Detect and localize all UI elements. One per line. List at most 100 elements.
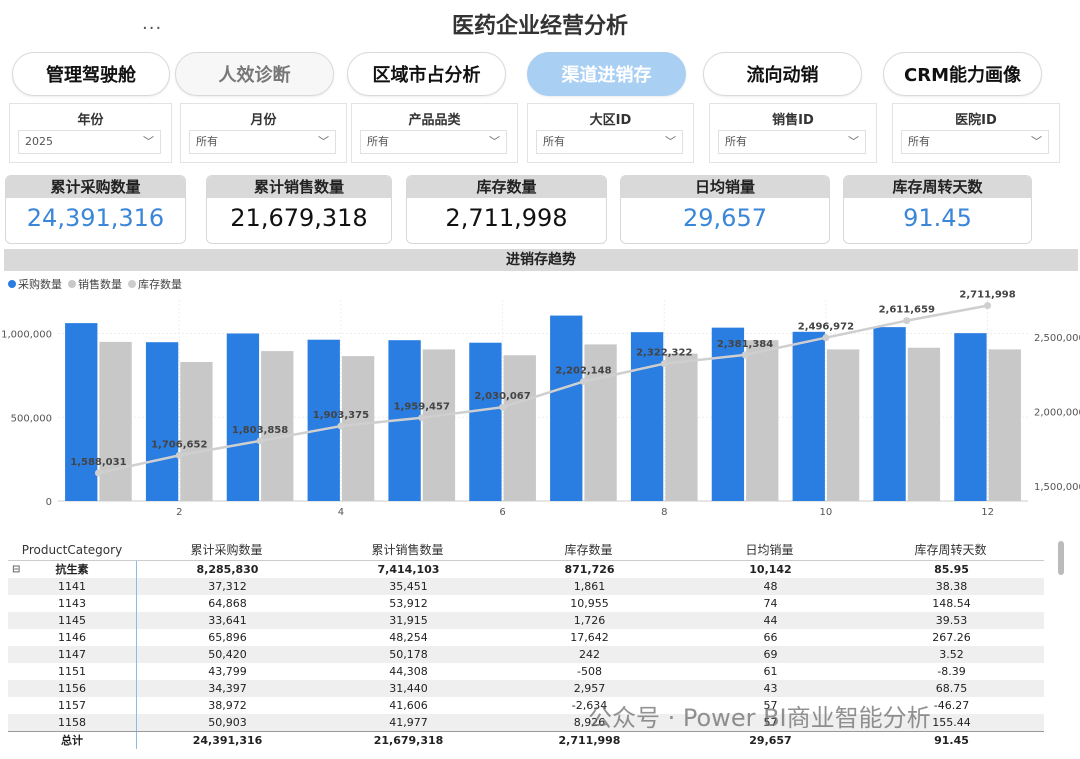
table-cell: 抗生素 ⊟ — [8, 561, 137, 578]
inventory-point — [822, 334, 830, 342]
kpi-value: 24,391,316 — [26, 204, 165, 232]
chevron-down-icon: ﹀ — [848, 135, 859, 148]
table-cell: 50,420 — [208, 648, 247, 661]
tab-5[interactable]: 流向动销 — [703, 52, 862, 96]
filter-dropdown[interactable]: 2025 ﹀ — [18, 130, 161, 154]
bar-sales — [180, 361, 213, 501]
tab-4[interactable]: 渠道进销存 — [527, 52, 686, 96]
filter-1: 年份 2025 ﹀ — [9, 103, 172, 163]
table-cell: 1157 — [8, 697, 137, 714]
bar-sales — [422, 349, 456, 501]
chart-legend: 采购数量 销售数量 库存数量 — [8, 276, 182, 292]
kpi-card-2: 累计销售数量 21,679,318 — [206, 175, 392, 244]
filter-dropdown[interactable]: 所有 ﹀ — [360, 130, 507, 154]
table-cell: 1143 — [8, 595, 137, 612]
tab-6[interactable]: CRM能力画像 — [883, 52, 1042, 96]
table-cell: 8,926 — [573, 716, 606, 729]
table-cell: 累计销售数量 — [371, 543, 444, 557]
filter-4: 大区ID 所有 ﹀ — [527, 103, 694, 163]
table-cell: 53,912 — [389, 597, 428, 610]
inventory-point — [984, 302, 992, 310]
bar-sales — [907, 347, 941, 501]
bar-sales — [584, 344, 617, 501]
kpi-value: 29,657 — [683, 204, 767, 232]
table-cell: 库存数量 — [564, 543, 613, 557]
inventory-point — [579, 378, 587, 386]
kpi-card-3: 库存数量 2,711,998 — [406, 175, 607, 244]
table-cell: 17,642 — [570, 631, 609, 644]
table-cell: 3.52 — [939, 648, 964, 661]
filter-dropdown[interactable]: 所有 ﹀ — [536, 130, 683, 154]
filter-label: 医院ID — [955, 113, 997, 128]
bar-sales — [826, 349, 860, 501]
table-cell: 10,955 — [570, 597, 609, 610]
filter-value: 2025 — [25, 135, 53, 148]
tab-2[interactable]: 人效诊断 — [175, 52, 334, 96]
kpi-label: 库存周转天数 — [844, 176, 1031, 198]
filter-2: 月份 所有 ﹀ — [180, 103, 347, 163]
legend-label: 采购数量 — [18, 278, 62, 291]
table-cell: 50,903 — [208, 716, 247, 729]
table-cell: 日均销量 — [745, 543, 794, 557]
table-cell: 267.26 — [932, 631, 971, 644]
collapse-icon[interactable]: ⊟ — [12, 564, 21, 575]
table-cell: 242 — [579, 648, 600, 661]
table-cell: 累计采购数量 — [190, 543, 263, 557]
filter-5: 销售ID 所有 ﹀ — [709, 103, 877, 163]
x-tick-label: 10 — [820, 507, 833, 518]
filter-value: 所有 — [543, 135, 565, 148]
y-left-tick-label: 1,000,000 — [1, 330, 52, 341]
filter-dropdown[interactable]: 所有 ﹀ — [189, 130, 336, 154]
bar-purchase — [145, 342, 179, 501]
table-total-row: 总计 24,391,316 21,679,318 2,711,998 29,657 91.… — [8, 731, 1044, 749]
table-cell: -8.39 — [937, 665, 966, 678]
inventory-point — [94, 469, 102, 477]
filter-dropdown[interactable]: 所有 ﹀ — [718, 130, 866, 154]
bar-sales — [746, 340, 779, 501]
filter-3: 产品品类 所有 ﹀ — [351, 103, 518, 163]
inventory-data-label: 2,202,148 — [555, 366, 611, 377]
inventory-data-label: 2,611,659 — [879, 305, 935, 316]
legend-marker — [68, 280, 76, 288]
table-cell: 57 — [763, 716, 778, 729]
table-cell: 91.45 — [934, 734, 969, 747]
filter-value: 所有 — [725, 135, 747, 148]
table-row: 1151 43,799 44,308 -508 61 -8.39 — [8, 663, 1044, 680]
table-scrollbar[interactable] — [1058, 541, 1064, 575]
x-tick-label: 12 — [981, 507, 994, 518]
table-group-row: 抗生素 ⊟ 8,285,830 7,414,103 871,726 10,142 85.95 — [8, 561, 1044, 578]
table-cell: 50,178 — [389, 648, 428, 661]
table-cell: -46.27 — [933, 699, 970, 712]
kpi-value: 91.45 — [903, 204, 972, 232]
filter-label: 销售ID — [772, 113, 814, 128]
table-cell: 21,679,318 — [373, 734, 444, 747]
table-row: 1145 33,641 31,915 1,726 44 39.53 — [8, 612, 1044, 629]
tab-3[interactable]: 区域市占分析 — [347, 52, 506, 96]
legend-label: 库存数量 — [138, 278, 182, 291]
table-cell: 1,726 — [573, 614, 606, 627]
kpi-value: 21,679,318 — [230, 204, 368, 232]
bar-purchase — [630, 332, 664, 501]
bar-sales — [988, 349, 1021, 501]
y-left-tick-label: 500,000 — [11, 413, 52, 424]
table-cell: 74 — [763, 597, 778, 610]
table-cell: 85.95 — [934, 563, 969, 576]
table-cell: 57 — [763, 699, 778, 712]
tab-1[interactable]: 管理驾驶舱 — [12, 52, 170, 96]
table-cell: ProductCategory — [21, 543, 123, 557]
table-cell: 41,606 — [389, 699, 428, 712]
table-cell: -508 — [577, 665, 602, 678]
kpi-label: 累计销售数量 — [207, 176, 391, 198]
table-row: 1158 50,903 41,977 8,926 57 155.44 — [8, 714, 1044, 731]
legend-label: 销售数量 — [78, 278, 122, 291]
inventory-point — [499, 403, 507, 411]
x-tick-label: 8 — [661, 507, 667, 518]
bar-purchase — [65, 323, 98, 501]
filter-dropdown[interactable]: 所有 ﹀ — [901, 130, 1049, 154]
inventory-data-label: 2,496,972 — [798, 322, 854, 333]
ellipsis-icon[interactable]: ··· — [142, 18, 163, 39]
table-cell: 29,657 — [749, 734, 792, 747]
table-row: 1157 38,972 41,606 -2,634 57 -46.27 — [8, 697, 1044, 714]
inventory-point — [256, 437, 264, 445]
table-cell: 8,285,830 — [196, 563, 259, 576]
